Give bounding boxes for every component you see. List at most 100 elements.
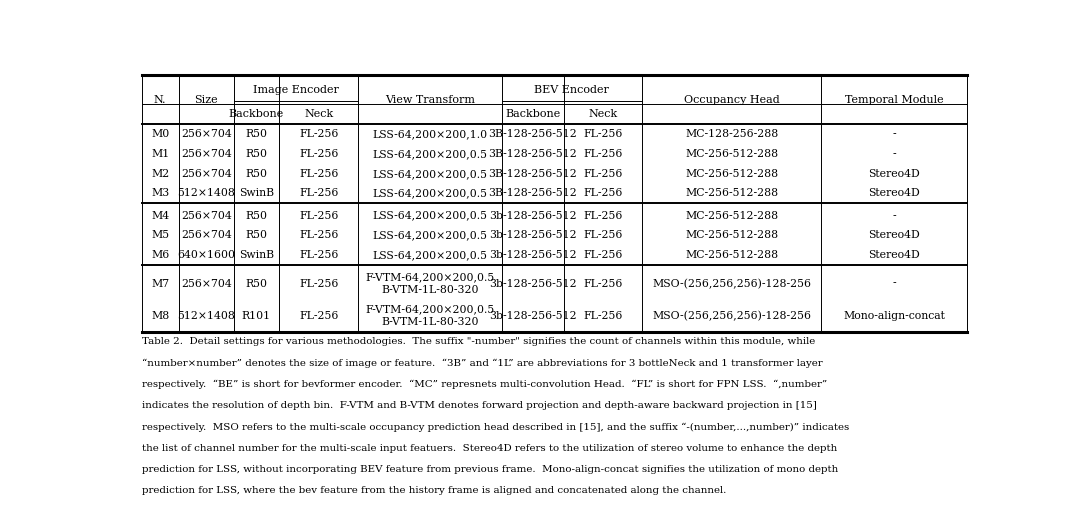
Text: FL-256: FL-256 bbox=[299, 188, 338, 199]
Text: M2: M2 bbox=[151, 169, 170, 179]
Text: 3b-128-256-512: 3b-128-256-512 bbox=[489, 279, 577, 288]
Text: 512×1408: 512×1408 bbox=[177, 311, 235, 321]
Text: R50: R50 bbox=[245, 129, 268, 139]
Text: M6: M6 bbox=[151, 250, 170, 260]
Text: the list of channel number for the multi-scale input featuers.  Stereo4D refers : the list of channel number for the multi… bbox=[141, 444, 837, 452]
Text: View Transform: View Transform bbox=[386, 95, 475, 105]
Text: Image Encoder: Image Encoder bbox=[253, 85, 339, 94]
Text: prediction for LSS, without incorporating BEV feature from previous frame.  Mono: prediction for LSS, without incorporatin… bbox=[141, 465, 838, 474]
Text: Neck: Neck bbox=[305, 109, 334, 119]
Text: 640×1600: 640×1600 bbox=[177, 250, 235, 260]
Text: 3b-128-256-512: 3b-128-256-512 bbox=[489, 230, 577, 241]
Text: Neck: Neck bbox=[589, 109, 618, 119]
Text: 3B-128-256-512: 3B-128-256-512 bbox=[488, 129, 578, 139]
Text: 3B-128-256-512: 3B-128-256-512 bbox=[488, 169, 578, 179]
Text: MC-256-512-288: MC-256-512-288 bbox=[685, 149, 779, 159]
Text: -: - bbox=[892, 149, 896, 159]
Text: LSS-64,200×200,0.5: LSS-64,200×200,0.5 bbox=[373, 149, 487, 159]
Text: FL-256: FL-256 bbox=[583, 311, 623, 321]
Text: 256×704: 256×704 bbox=[180, 211, 231, 221]
Text: MC-256-512-288: MC-256-512-288 bbox=[685, 230, 779, 241]
Text: FL-256: FL-256 bbox=[583, 211, 623, 221]
Text: FL-256: FL-256 bbox=[299, 129, 338, 139]
Text: 256×704: 256×704 bbox=[180, 279, 231, 288]
Text: FL-256: FL-256 bbox=[583, 279, 623, 288]
Text: FL-256: FL-256 bbox=[583, 169, 623, 179]
Text: indicates the resolution of depth bin.  F-VTM and B-VTM denotes forward projecti: indicates the resolution of depth bin. F… bbox=[141, 401, 816, 410]
Text: Occupancy Head: Occupancy Head bbox=[684, 95, 780, 105]
Text: BEV Encoder: BEV Encoder bbox=[535, 85, 609, 94]
Text: M8: M8 bbox=[151, 311, 170, 321]
Text: R50: R50 bbox=[245, 149, 268, 159]
Text: Table 2.  Detail settings for various methodologies.  The suffix "-number" signi: Table 2. Detail settings for various met… bbox=[141, 337, 815, 346]
Text: MC-256-512-288: MC-256-512-288 bbox=[685, 169, 779, 179]
Text: FL-256: FL-256 bbox=[299, 211, 338, 221]
Text: MC-256-512-288: MC-256-512-288 bbox=[685, 188, 779, 199]
Text: FL-256: FL-256 bbox=[583, 188, 623, 199]
Text: Backbone: Backbone bbox=[229, 109, 284, 119]
Text: 3b-128-256-512: 3b-128-256-512 bbox=[489, 211, 577, 221]
Text: R50: R50 bbox=[245, 211, 268, 221]
Text: F-VTM-64,200×200,0.5
B-VTM-1L-80-320: F-VTM-64,200×200,0.5 B-VTM-1L-80-320 bbox=[365, 272, 495, 295]
Text: “number×number” denotes the size of image or feature.  “3B” and “1L” are abbrevi: “number×number” denotes the size of imag… bbox=[141, 358, 822, 367]
Text: FL-256: FL-256 bbox=[299, 279, 338, 288]
Text: FL-256: FL-256 bbox=[299, 230, 338, 241]
Text: M0: M0 bbox=[151, 129, 170, 139]
Text: F-VTM-64,200×200,0.5
B-VTM-1L-80-320: F-VTM-64,200×200,0.5 B-VTM-1L-80-320 bbox=[365, 305, 495, 327]
Text: 256×704: 256×704 bbox=[180, 149, 231, 159]
Text: MSO-(256,256,256)-128-256: MSO-(256,256,256)-128-256 bbox=[652, 279, 811, 289]
Text: LSS-64,200×200,0.5: LSS-64,200×200,0.5 bbox=[373, 211, 487, 221]
Text: MC-256-512-288: MC-256-512-288 bbox=[685, 250, 779, 260]
Text: FL-256: FL-256 bbox=[299, 149, 338, 159]
Text: -: - bbox=[892, 129, 896, 139]
Text: R50: R50 bbox=[245, 230, 268, 241]
Text: 512×1408: 512×1408 bbox=[177, 188, 235, 199]
Text: -: - bbox=[892, 211, 896, 221]
Text: LSS-64,200×200,0.5: LSS-64,200×200,0.5 bbox=[373, 188, 487, 199]
Text: 3B-128-256-512: 3B-128-256-512 bbox=[488, 188, 578, 199]
Text: FL-256: FL-256 bbox=[583, 129, 623, 139]
Text: FL-256: FL-256 bbox=[299, 250, 338, 260]
Text: Stereo4D: Stereo4D bbox=[868, 169, 920, 179]
Text: M5: M5 bbox=[151, 230, 170, 241]
Text: LSS-64,200×200,0.5: LSS-64,200×200,0.5 bbox=[373, 169, 487, 179]
Text: R101: R101 bbox=[242, 311, 271, 321]
Text: SwinB: SwinB bbox=[239, 188, 274, 199]
Text: FL-256: FL-256 bbox=[583, 230, 623, 241]
Text: M3: M3 bbox=[151, 188, 170, 199]
Text: Stereo4D: Stereo4D bbox=[868, 188, 920, 199]
Text: 256×704: 256×704 bbox=[180, 129, 231, 139]
Text: M7: M7 bbox=[151, 279, 170, 288]
Text: 3b-128-256-512: 3b-128-256-512 bbox=[489, 311, 577, 321]
Text: R50: R50 bbox=[245, 279, 268, 288]
Text: Stereo4D: Stereo4D bbox=[868, 230, 920, 241]
Text: -: - bbox=[892, 279, 896, 288]
Text: FL-256: FL-256 bbox=[583, 149, 623, 159]
Text: SwinB: SwinB bbox=[239, 250, 274, 260]
Text: Temporal Module: Temporal Module bbox=[845, 95, 944, 105]
Text: MC-256-512-288: MC-256-512-288 bbox=[685, 211, 779, 221]
Text: LSS-64,200×200,1.0: LSS-64,200×200,1.0 bbox=[373, 129, 487, 139]
Text: FL-256: FL-256 bbox=[299, 169, 338, 179]
Text: Backbone: Backbone bbox=[505, 109, 561, 119]
Text: N.: N. bbox=[153, 95, 166, 105]
Text: 3b-128-256-512: 3b-128-256-512 bbox=[489, 250, 577, 260]
Text: FL-256: FL-256 bbox=[583, 250, 623, 260]
Text: 256×704: 256×704 bbox=[180, 169, 231, 179]
Text: respectively.  MSO refers to the multi-scale occupancy prediction head described: respectively. MSO refers to the multi-sc… bbox=[141, 422, 849, 431]
Text: 256×704: 256×704 bbox=[180, 230, 231, 241]
Text: MSO-(256,256,256)-128-256: MSO-(256,256,256)-128-256 bbox=[652, 311, 811, 321]
Text: Mono-align-concat: Mono-align-concat bbox=[843, 311, 945, 321]
Text: M1: M1 bbox=[151, 149, 170, 159]
Text: respectively.  “BE” is short for bevformer encoder.  “MC” represnets multi-convo: respectively. “BE” is short for bevforme… bbox=[141, 380, 827, 389]
Text: LSS-64,200×200,0.5: LSS-64,200×200,0.5 bbox=[373, 230, 487, 241]
Text: FL-256: FL-256 bbox=[299, 311, 338, 321]
Text: R50: R50 bbox=[245, 169, 268, 179]
Text: Stereo4D: Stereo4D bbox=[868, 250, 920, 260]
Text: 3B-128-256-512: 3B-128-256-512 bbox=[488, 149, 578, 159]
Text: MC-128-256-288: MC-128-256-288 bbox=[685, 129, 779, 139]
Text: Size: Size bbox=[194, 95, 218, 105]
Text: M4: M4 bbox=[151, 211, 170, 221]
Text: LSS-64,200×200,0.5: LSS-64,200×200,0.5 bbox=[373, 250, 487, 260]
Text: prediction for LSS, where the bev feature from the history frame is aligned and : prediction for LSS, where the bev featur… bbox=[141, 486, 726, 495]
